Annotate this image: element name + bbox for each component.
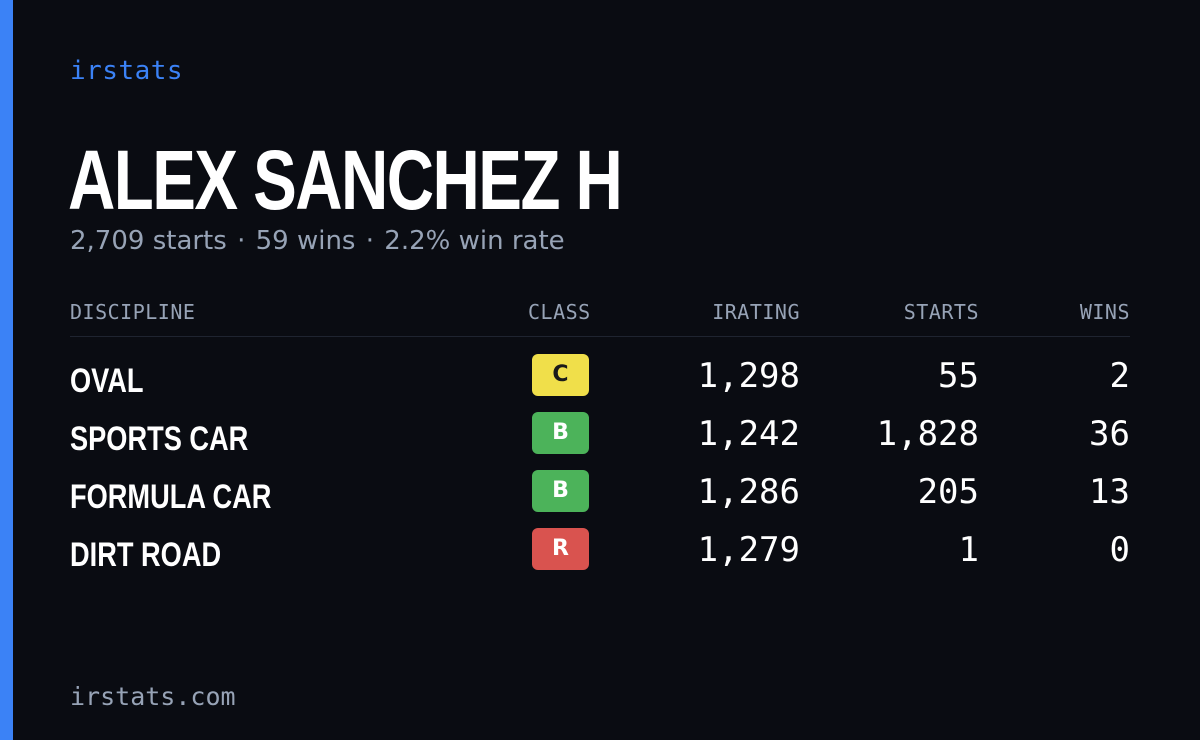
starts-value: 205	[917, 472, 979, 512]
header-class: CLASS	[528, 300, 591, 324]
header-starts: STARTS	[903, 300, 979, 324]
wins-value: 13	[1089, 472, 1130, 512]
brand-logo-text: irstats	[70, 56, 184, 86]
footer-url: irstats.com	[70, 682, 236, 711]
summary-separator: ·	[365, 226, 375, 256]
table-row: OVAL C 1,298 55 2	[70, 352, 1130, 410]
starts-value: 1	[958, 530, 979, 570]
table-header: DISCIPLINE CLASS IRATING STARTS WINS	[70, 300, 1130, 330]
discipline-table: OVAL C 1,298 55 2 SPORTS CAR B 1,242 1,8…	[70, 352, 1130, 584]
summary-starts: 2,709 starts	[70, 226, 227, 256]
class-badge: B	[532, 412, 589, 454]
header-divider	[70, 336, 1130, 337]
irating-value: 1,298	[697, 356, 800, 396]
class-badge: B	[532, 470, 589, 512]
table-row: DIRT ROAD R 1,279 1 0	[70, 526, 1130, 584]
wins-value: 36	[1089, 414, 1130, 454]
summary-win-rate: 2.2% win rate	[384, 226, 565, 256]
discipline-label: OVAL	[70, 362, 144, 400]
discipline-label: SPORTS CAR	[70, 420, 249, 458]
discipline-label: FORMULA CAR	[70, 478, 272, 516]
header-wins: WINS	[1079, 300, 1130, 324]
summary-wins: 59 wins	[255, 226, 356, 256]
irating-value: 1,279	[697, 530, 800, 570]
irating-value: 1,242	[697, 414, 800, 454]
wins-value: 2	[1109, 356, 1130, 396]
class-badge: C	[532, 354, 589, 396]
discipline-label: DIRT ROAD	[70, 536, 222, 574]
summary-separator: ·	[237, 226, 246, 256]
header-discipline: DISCIPLINE	[70, 300, 196, 324]
driver-name: ALEX SANCHEZ H	[68, 133, 623, 227]
starts-value: 1,828	[876, 414, 979, 454]
driver-summary: 2,709 starts · 59 wins · 2.2% win rate	[70, 226, 565, 256]
wins-value: 0	[1109, 530, 1130, 570]
starts-value: 55	[938, 356, 979, 396]
class-badge: R	[532, 528, 589, 570]
accent-bar	[0, 0, 13, 740]
header-irating: IRATING	[712, 300, 800, 324]
table-row: SPORTS CAR B 1,242 1,828 36	[70, 410, 1130, 468]
irating-value: 1,286	[697, 472, 800, 512]
table-row: FORMULA CAR B 1,286 205 13	[70, 468, 1130, 526]
